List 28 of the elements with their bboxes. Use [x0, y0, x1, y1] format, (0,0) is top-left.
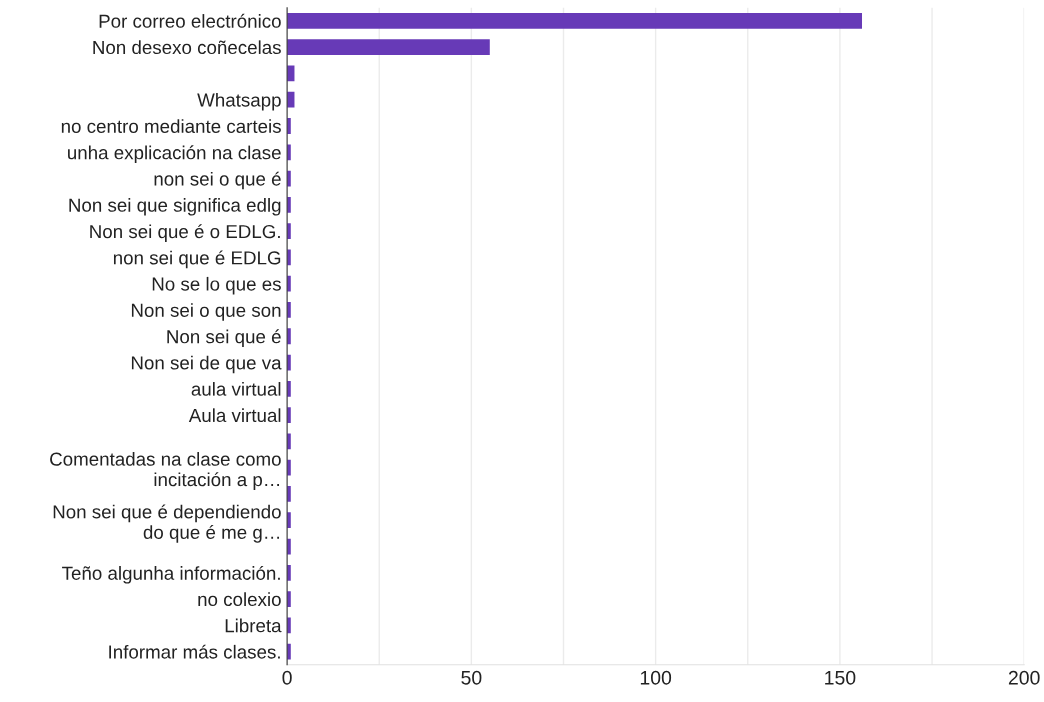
y-tick-label: Non sei que é dependiendo do que é me g… — [53, 504, 281, 543]
x-tick-label: 50 — [461, 670, 482, 685]
y-tick-label: no colexio — [198, 592, 281, 607]
y-tick-label: Non sei que é o EDLG. — [90, 224, 280, 242]
y-tick-label: non sei o que é — [154, 171, 281, 190]
y-tick-label: No se lo que es — [152, 276, 281, 295]
y-tick-label: Comentadas na clase como incitación a p… — [50, 452, 281, 490]
y-tick-label: Non sei que significa edlg — [69, 198, 281, 216]
x-tick-label: 0 — [282, 670, 292, 685]
y-tick-label: Non desexo coñecelas — [93, 40, 281, 55]
x-tick-label: 200 — [1008, 670, 1040, 685]
y-tick-label: Por correo electrónico — [99, 13, 281, 28]
y-tick-label: aula virtual — [191, 382, 281, 396]
y-tick-label: no centro mediante carteis — [61, 119, 281, 133]
y-tick-label: Non sei que é — [167, 329, 281, 348]
y-tick-label: Informar más clases. — [109, 644, 280, 659]
y-tick-label: Non sei o que son — [131, 303, 281, 321]
y-tick-label: Aula virtual — [188, 408, 281, 423]
y-tick-label: unha explicación na clase — [68, 145, 281, 164]
bar — [287, 12, 863, 29]
y-tick-label: Non sei de que va — [131, 355, 282, 374]
x-tick-label: 150 — [825, 670, 856, 685]
x-tick-label: 100 — [640, 670, 672, 685]
bar — [287, 39, 490, 56]
y-tick-label: Libreta — [225, 618, 282, 633]
y-tick-label: Whatsapp — [197, 92, 281, 111]
y-tick-label: Teño algunha información. — [62, 565, 280, 584]
y-tick-label: non sei que é EDLG — [113, 250, 281, 269]
